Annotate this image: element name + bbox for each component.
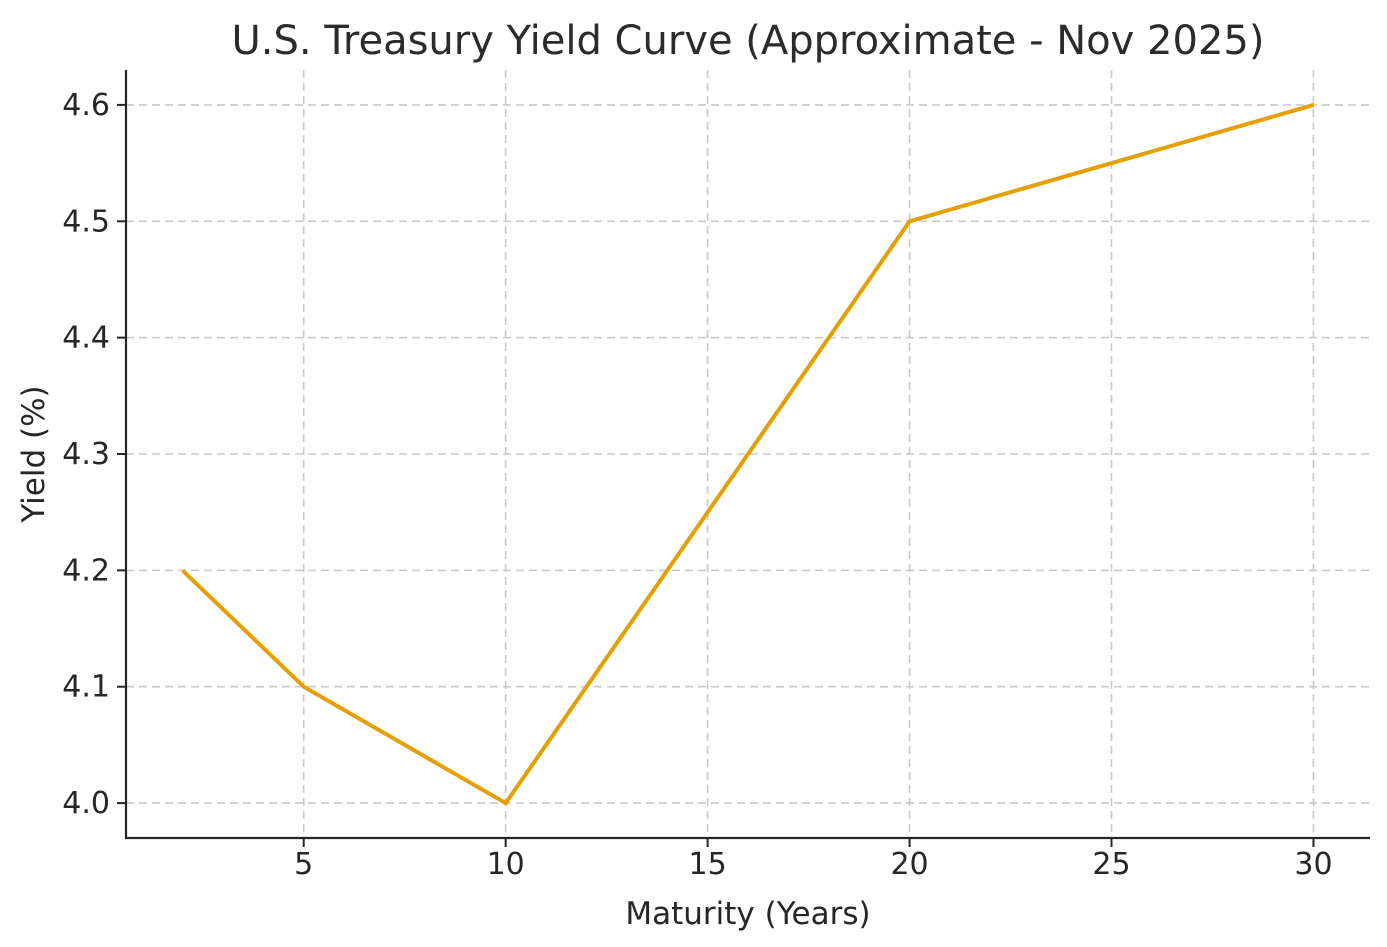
- tick-marks: [117, 103, 1315, 847]
- x-tick-label: 20: [890, 847, 928, 882]
- gridlines: [126, 70, 1370, 838]
- x-tick-label: 25: [1092, 847, 1130, 882]
- y-tick-label: 4.4: [62, 321, 110, 356]
- y-tick-label: 4.0: [62, 786, 110, 821]
- y-tick-label: 4.5: [62, 204, 110, 239]
- x-tick-label: 10: [487, 847, 525, 882]
- y-tick-label: 4.2: [62, 553, 110, 588]
- x-axis-label: Maturity (Years): [625, 896, 870, 932]
- x-tick-label: 30: [1294, 847, 1332, 882]
- y-tick-label: 4.3: [62, 437, 110, 472]
- y-axis-label: Yield (%): [16, 385, 52, 523]
- y-tick-label: 4.1: [62, 670, 110, 705]
- y-tick-label: 4.6: [62, 88, 110, 123]
- yield-line-series: [181, 102, 1315, 806]
- x-tick-label: 5: [294, 847, 313, 882]
- tick-labels: 5 10 15 20 25 30 4.0 4.1 4.2 4.3 4.4 4.5 4.6: [62, 88, 1332, 882]
- chart-title: U.S. Treasury Yield Curve (Approximate -…: [232, 18, 1265, 64]
- x-tick-label: 15: [689, 847, 727, 882]
